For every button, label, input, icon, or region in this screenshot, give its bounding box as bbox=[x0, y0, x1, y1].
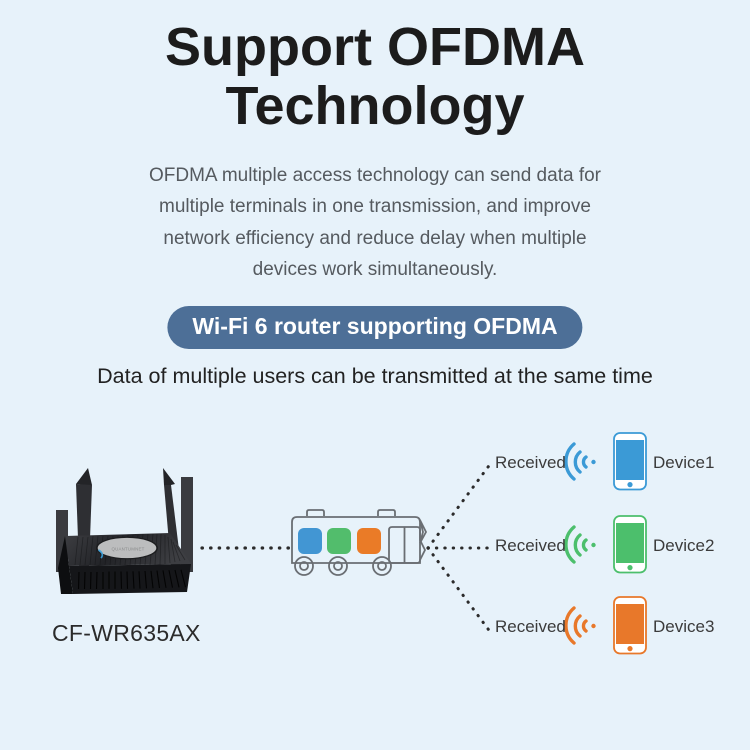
svg-text:QUANTUMNET: QUANTUMNET bbox=[112, 547, 145, 552]
